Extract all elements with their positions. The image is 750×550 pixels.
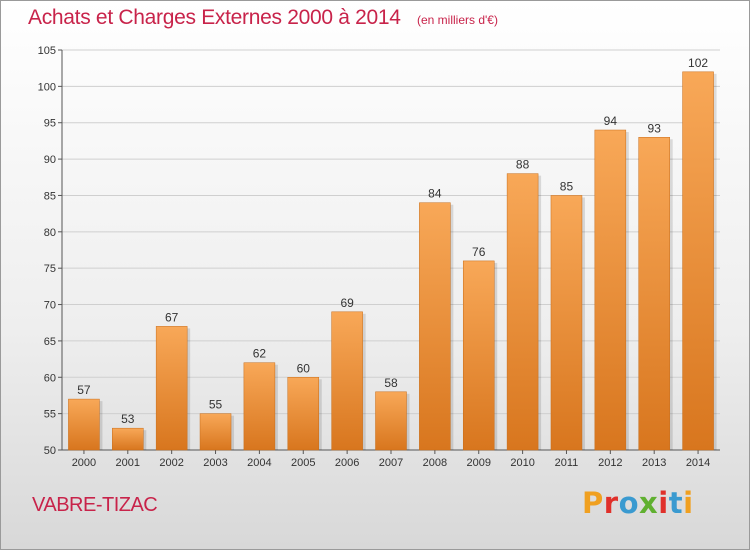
bar-2000 [68, 398, 100, 451]
value-label: 93 [648, 121, 662, 135]
bar-2007 [375, 391, 407, 451]
bar-2009 [462, 260, 495, 451]
y-tick-label: 80 [44, 227, 56, 239]
x-tick-label: 2004 [247, 457, 271, 469]
chart-title: Achats et Charges Externes 2000 à 2014 [28, 6, 401, 29]
bar-2003 [199, 413, 232, 451]
value-label: 60 [297, 361, 311, 375]
y-tick-label: 75 [44, 263, 56, 275]
y-tick-label: 70 [44, 300, 56, 312]
value-label: 67 [165, 310, 179, 324]
logo-letter: P [582, 486, 604, 520]
logo-letter: o [618, 486, 640, 520]
commune-name: VABRE-TIZAC [32, 494, 158, 516]
bar-2008 [419, 202, 451, 451]
y-tick-label: 55 [44, 409, 56, 421]
value-label: 76 [472, 245, 486, 259]
value-label: 69 [340, 296, 354, 310]
y-tick-label: 85 [44, 190, 56, 202]
y-tick-label: 60 [44, 372, 56, 384]
value-label: 84 [428, 187, 442, 201]
value-label: 94 [604, 114, 618, 128]
value-label: 53 [121, 412, 135, 426]
chart-subtitle: (en milliers d'€) [417, 13, 498, 27]
x-tick-label: 2005 [291, 457, 315, 469]
value-label: 62 [253, 347, 267, 361]
logo-letter: x [639, 486, 659, 520]
bar-2002 [155, 326, 188, 451]
x-tick-label: 2011 [555, 457, 579, 469]
x-tick-label: 2012 [598, 457, 622, 469]
logo-letter: t [668, 486, 684, 520]
bar-2013 [638, 137, 670, 451]
labels: 50 55 60 65 70 75 80 85 90 95 100 105 57 2000 53 2001 67… [38, 45, 711, 469]
value-label: 85 [560, 179, 574, 193]
y-tick-label: 105 [38, 45, 56, 57]
bar-2005 [287, 377, 320, 451]
value-label: 88 [516, 158, 530, 172]
proxiti-logo: Proxiti [582, 486, 694, 520]
x-tick-label: 2002 [159, 457, 183, 469]
y-tick-label: 50 [44, 445, 56, 457]
bars [68, 71, 717, 451]
x-tick-label: 2001 [116, 457, 140, 469]
x-tick-label: 2006 [335, 457, 359, 469]
value-label: 102 [688, 56, 708, 70]
bar-2011 [550, 195, 583, 451]
x-tick-label: 2008 [423, 457, 447, 469]
value-label: 55 [209, 398, 223, 412]
x-tick-label: 2009 [466, 457, 490, 469]
logo-letter: r [603, 486, 619, 520]
bar-2004 [243, 362, 276, 451]
logo-letter: i [683, 486, 694, 520]
x-tick-label: 2003 [203, 457, 227, 469]
x-tick-label: 2007 [379, 457, 403, 469]
value-label: 57 [77, 383, 91, 397]
logo-letter: i [658, 486, 669, 520]
y-tick-label: 95 [44, 118, 56, 130]
bar-2006 [331, 311, 363, 451]
y-tick-label: 100 [38, 81, 56, 93]
x-tick-label: 2013 [642, 457, 666, 469]
value-label: 58 [384, 376, 398, 390]
bar-2014 [682, 71, 714, 451]
x-tick-label: 2014 [686, 457, 710, 469]
x-tick-label: 2010 [510, 457, 534, 469]
y-tick-label: 65 [44, 336, 56, 348]
x-tick-label: 2000 [72, 457, 96, 469]
bar-2010 [506, 173, 539, 451]
bar-2012 [594, 129, 627, 451]
y-tick-label: 90 [44, 154, 56, 166]
bar-2001 [112, 427, 144, 451]
